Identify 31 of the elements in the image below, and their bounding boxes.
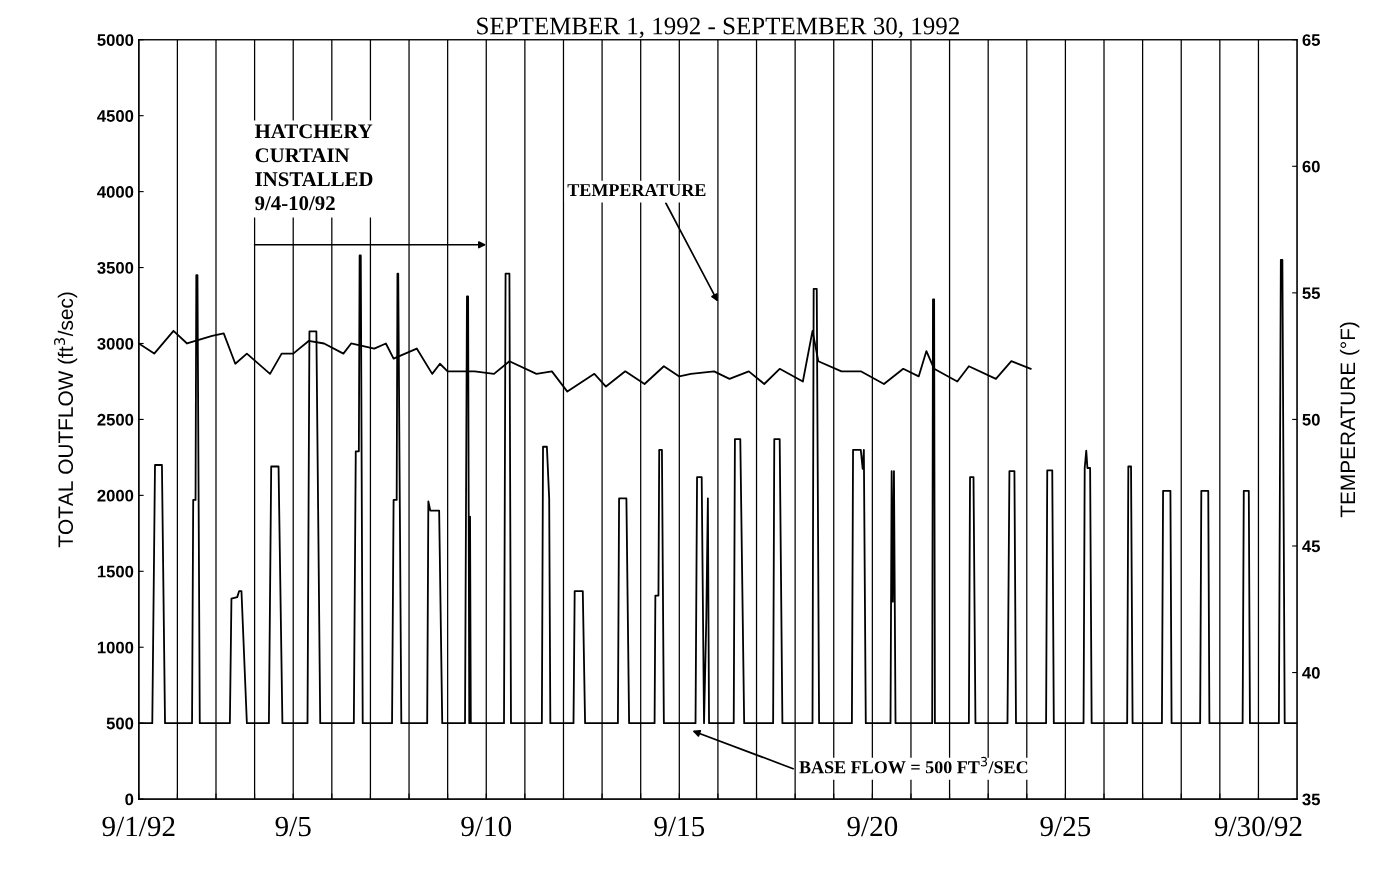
x-tick-label: 9/20 — [847, 816, 898, 837]
annotation: TEMPERATURE — [567, 184, 706, 197]
y2-tick-label: 65 — [1302, 34, 1320, 46]
x-tick-label: 9/15 — [654, 816, 705, 837]
y2-tick-label: 60 — [1302, 160, 1320, 173]
x-tick-label: 9/10 — [461, 816, 512, 837]
y2-tick-label: 50 — [1302, 413, 1320, 426]
y-tick-label: 0 — [125, 793, 134, 806]
y-tick-label: 3000 — [97, 337, 134, 350]
x-tick-label: 9/30/92 — [1214, 816, 1302, 837]
y-tick-label: 500 — [106, 717, 134, 730]
x-tick-label: 9/25 — [1040, 816, 1091, 837]
y2-axis-title: TEMPERATURE (°F) — [1339, 322, 1360, 518]
chart-title: SEPTEMBER 1, 1992 - SEPTEMBER 30, 1992 — [477, 17, 959, 39]
y2-tick-label: 35 — [1302, 793, 1320, 806]
y-tick-label: 4000 — [97, 186, 134, 198]
y-tick-label: 1000 — [97, 641, 134, 654]
y-axis-title: TOTAL OUTFLOW (ft$^{3}$/sec) — [54, 292, 78, 548]
annotation: BASE FLOW = 500 FT$^{3}$/SEC — [799, 756, 1028, 774]
y-tick-label: 2000 — [97, 489, 134, 502]
x-tick-label: 9/1/92 — [102, 816, 175, 837]
y-tick-label: 5000 — [97, 34, 134, 46]
y-tick-label: 1500 — [97, 565, 134, 578]
y2-tick-label: 40 — [1302, 666, 1320, 679]
annotation: HATCHERY CURTAIN INSTALLED 9/4-10/92 — [254, 124, 373, 211]
y-tick-label: 3500 — [97, 261, 134, 274]
y2-tick-label: 55 — [1302, 287, 1320, 300]
y-tick-label: 4500 — [97, 110, 134, 122]
x-tick-label: 9/5 — [275, 816, 311, 837]
y2-tick-label: 45 — [1302, 540, 1320, 553]
y-tick-label: 2500 — [97, 413, 134, 426]
